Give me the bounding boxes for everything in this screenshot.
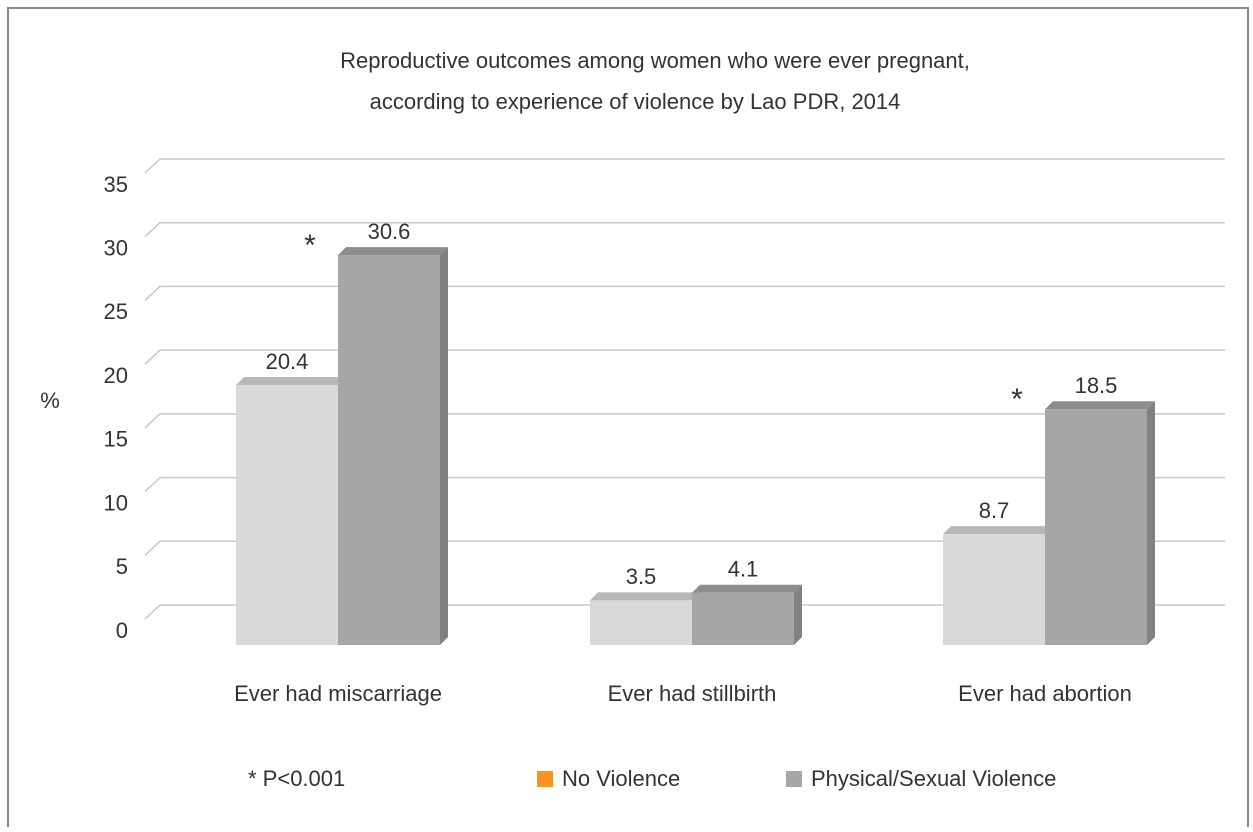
data-label: 4.1: [728, 557, 759, 582]
y-tick-label: 15: [104, 427, 128, 452]
bar-face: [440, 247, 448, 645]
footnote: * P<0.001: [248, 766, 345, 791]
y-tick-label: 0: [116, 618, 128, 643]
bar-face: [590, 600, 692, 645]
legend-swatch: [786, 771, 802, 787]
legend-label: Physical/Sexual Violence: [811, 766, 1056, 791]
grid-line: [144, 158, 1225, 174]
y-tick-label: 10: [104, 490, 128, 515]
chart-title: Reproductive outcomes among women who we…: [340, 48, 970, 73]
bar-face: [338, 255, 440, 645]
grid-line: [144, 413, 1225, 429]
bar-face: [943, 534, 1045, 645]
x-tick-label: Ever had abortion: [958, 681, 1132, 706]
x-tick-label: Ever had miscarriage: [234, 681, 442, 706]
y-tick-label: 5: [116, 554, 128, 579]
data-label: 3.5: [626, 564, 657, 589]
bar: [236, 377, 346, 645]
data-label: 20.4: [266, 349, 309, 374]
significance-marker: *: [304, 229, 316, 262]
legend-swatch: [537, 771, 553, 787]
bar: [590, 592, 700, 645]
bar-face: [794, 584, 802, 645]
y-tick-label: 25: [104, 299, 128, 324]
bar: [943, 526, 1053, 645]
bar-face: [1045, 409, 1147, 645]
y-tick-label: 20: [104, 363, 128, 388]
bar-face: [1045, 401, 1155, 410]
legend-label: No Violence: [562, 766, 680, 791]
grid-line: [144, 540, 1225, 556]
y-tick-label: 35: [104, 172, 128, 197]
bar-face: [692, 584, 802, 593]
bar-face: [1147, 401, 1155, 645]
grid-line: [144, 285, 1225, 301]
bar-face: [692, 592, 794, 645]
significance-marker: *: [1011, 383, 1023, 416]
bar-face: [236, 385, 338, 645]
y-tick-label: 30: [104, 236, 128, 261]
data-label: 8.7: [979, 498, 1010, 523]
chart-title: according to experience of violence by L…: [370, 89, 901, 114]
bar-face: [338, 247, 448, 256]
bar-face: [943, 526, 1053, 535]
grid-line: [144, 221, 1225, 238]
frame: [7, 7, 1249, 832]
grid-line: [144, 349, 1225, 365]
grid-line: [144, 476, 1225, 493]
data-label: 18.5: [1075, 373, 1118, 398]
bar-face: [236, 377, 346, 386]
x-tick-label: Ever had stillbirth: [608, 681, 777, 706]
bar: [338, 247, 448, 645]
y-axis-label: %: [40, 388, 60, 413]
bar: [1045, 401, 1155, 645]
bar-face: [590, 592, 700, 601]
data-label: 30.6: [368, 219, 411, 244]
grid-line: [144, 604, 1225, 620]
bar: [692, 584, 802, 645]
